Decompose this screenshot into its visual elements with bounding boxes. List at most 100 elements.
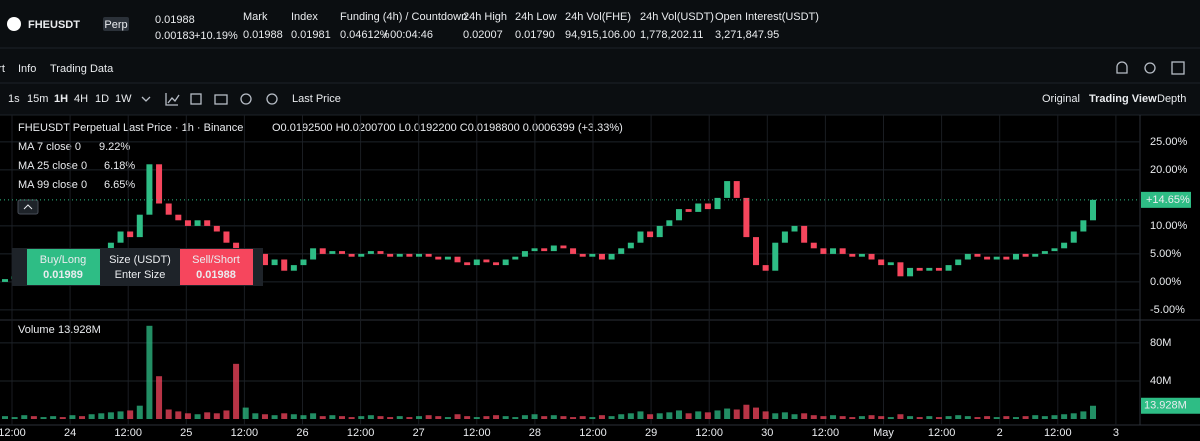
- price-type[interactable]: Last Price: [292, 93, 341, 105]
- candle: [319, 248, 326, 254]
- last-volume-tag: [1141, 397, 1200, 414]
- x-tick-label: 12:00: [114, 427, 142, 439]
- candle: [984, 256, 991, 260]
- camera-icon[interactable]: [214, 94, 228, 105]
- ma-value: 9.22%: [99, 141, 130, 153]
- volume-bar: [88, 414, 95, 419]
- volume-title: Volume: [18, 324, 55, 336]
- volume-bar: [223, 410, 230, 419]
- y-tick-label: 25.00%: [1150, 136, 1188, 148]
- stat-value: 1,778,202.11: [640, 29, 703, 41]
- interval[interactable]: 15m: [27, 93, 48, 105]
- y-tick-label: 20.00%: [1150, 164, 1188, 176]
- stat-label: Open Interest(USDT): [715, 11, 819, 23]
- volume-bar: [319, 416, 326, 419]
- settings-icon[interactable]: [1144, 62, 1156, 74]
- candle: [618, 248, 625, 254]
- collapse-button[interactable]: [17, 199, 39, 215]
- volume-bar: [656, 413, 663, 419]
- settings-icon[interactable]: [266, 93, 278, 105]
- x-tick-label: 29: [645, 427, 657, 439]
- volume-bar: [107, 412, 114, 419]
- volume-bar: [377, 416, 384, 419]
- candle: [598, 253, 605, 260]
- buy-button[interactable]: [27, 249, 100, 285]
- tab[interactable]: Trading Data: [50, 63, 114, 75]
- candle: [1012, 253, 1019, 260]
- view-option[interactable]: Trading View: [1089, 93, 1157, 105]
- stat-label: 24h Vol(USDT): [640, 11, 714, 23]
- candle: [887, 262, 894, 266]
- candle: [338, 251, 345, 254]
- volume-bar: [1032, 415, 1039, 419]
- badge: [103, 17, 129, 31]
- tab[interactable]: Info: [18, 63, 36, 75]
- candle: [810, 242, 817, 249]
- tool-icons: [141, 93, 278, 106]
- candle: [964, 253, 971, 260]
- stat-value: 3,271,847.95: [715, 29, 779, 41]
- candle: [791, 225, 798, 232]
- volume-value: 13.928M: [58, 324, 101, 336]
- x-tick-label: 27: [413, 427, 425, 439]
- stat-label: Mark: [243, 11, 268, 23]
- volume-bar: [30, 416, 37, 419]
- stat-value: 0.01790: [515, 29, 555, 41]
- interval[interactable]: 1W: [115, 93, 132, 105]
- candle: [1080, 220, 1087, 232]
- volume-bar: [608, 416, 615, 419]
- volume-bar: [59, 417, 66, 419]
- volume-bar: [820, 416, 827, 419]
- expand-icon[interactable]: [1171, 61, 1185, 75]
- volume-bar: [184, 413, 191, 419]
- candle: [377, 251, 384, 254]
- sell-label: Sell/Short: [192, 254, 240, 266]
- volume-bar: [560, 416, 567, 419]
- candle: [733, 181, 740, 198]
- interval[interactable]: 1s: [8, 93, 20, 105]
- volume-bar: [675, 410, 682, 419]
- sell-button[interactable]: [180, 249, 253, 285]
- stat-label: Index: [291, 11, 318, 23]
- x-tick-label: 12:00: [579, 427, 607, 439]
- bell-icon[interactable]: [1116, 61, 1128, 74]
- candle: [714, 197, 721, 210]
- add-icon[interactable]: [240, 93, 252, 105]
- candle: [213, 225, 220, 232]
- x-tick-label: May: [873, 427, 894, 439]
- view-option[interactable]: Depth: [1157, 93, 1186, 105]
- buy-price: 0.01989: [43, 269, 83, 281]
- legend-title: FHEUSDT Perpetual Last Price · 1h · Bina…: [18, 122, 243, 134]
- candle: [146, 164, 153, 215]
- candle: [223, 231, 230, 243]
- candle: [165, 203, 172, 215]
- volume-bar: [387, 417, 394, 419]
- candle: [290, 265, 297, 271]
- legend-ohlc: O0.0192500 H0.0200700 L0.0192200 C0.0198…: [272, 122, 623, 134]
- candle: [358, 253, 365, 257]
- dropdown-icon[interactable]: [141, 96, 151, 102]
- ma-value: 6.18%: [104, 160, 135, 172]
- volume-bar: [281, 413, 288, 419]
- interval[interactable]: 4H: [74, 93, 88, 105]
- candle: [993, 256, 1000, 260]
- volume-bar: [493, 415, 500, 419]
- candle: [945, 265, 952, 271]
- indicator-icon[interactable]: [165, 93, 180, 106]
- layout-icon[interactable]: [190, 93, 202, 105]
- volume-bar: [781, 412, 788, 419]
- x-tick-label: 3: [1113, 427, 1119, 439]
- volume-bar: [425, 415, 432, 419]
- view-option[interactable]: Original: [1042, 93, 1080, 105]
- candle: [935, 267, 942, 271]
- last-price-tag: [1141, 191, 1191, 208]
- volume-bar: [849, 417, 856, 419]
- size-label: Size (USDT): [109, 254, 171, 266]
- volume-bar: [483, 416, 490, 419]
- tab[interactable]: Chart: [0, 63, 5, 75]
- size-placeholder: Enter Size: [115, 269, 166, 281]
- interval[interactable]: 1D: [95, 93, 109, 105]
- volume-bar: [127, 410, 134, 419]
- interval[interactable]: 1H: [54, 93, 68, 105]
- volume-bar: [830, 415, 837, 419]
